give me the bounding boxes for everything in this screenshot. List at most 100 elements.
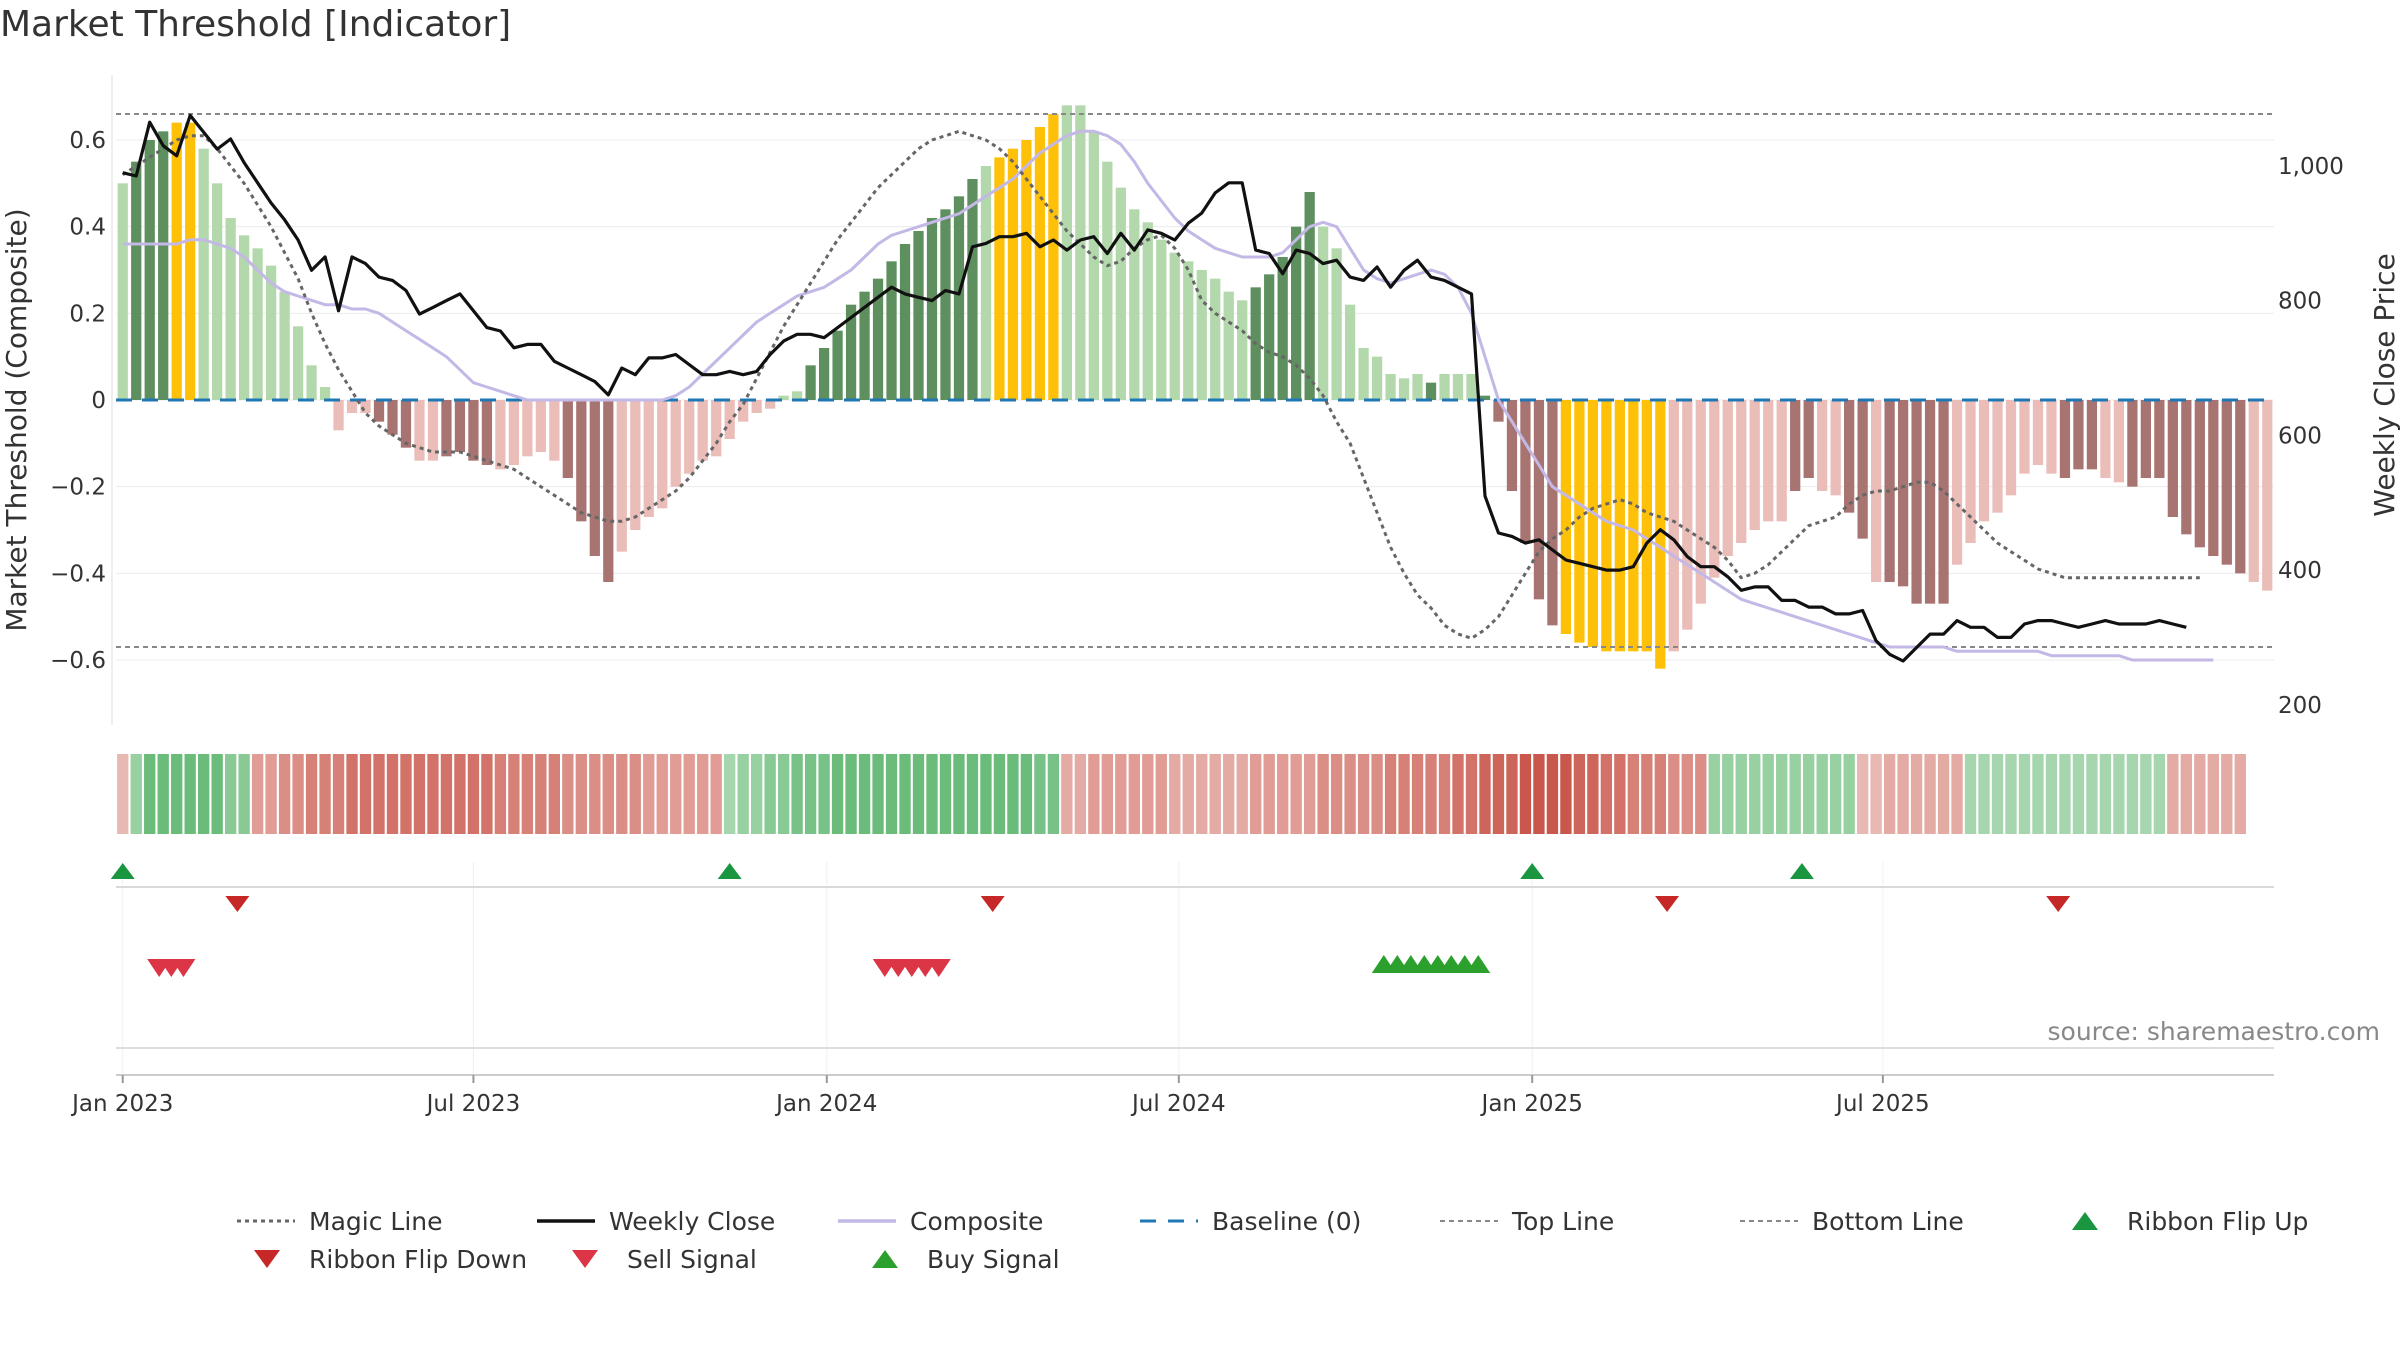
legend-item: Magic Line <box>237 1207 443 1236</box>
ribbon-cell <box>1519 754 1532 834</box>
histogram-bar <box>2235 400 2246 574</box>
legend-item: Composite <box>838 1207 1043 1236</box>
ribbon-cell <box>966 754 979 834</box>
histogram-bar <box>994 157 1005 400</box>
histogram-bar <box>1803 400 1814 478</box>
ribbon-cell <box>2140 754 2152 834</box>
ribbon-cell <box>198 754 210 834</box>
histogram-bar <box>791 391 803 400</box>
histogram-bar <box>1506 400 1518 491</box>
histogram-bar <box>2127 400 2138 487</box>
right-tick-label: 1,000 <box>2278 154 2344 180</box>
left-tick-label: −0.2 <box>50 475 106 501</box>
histogram-bar <box>319 387 331 400</box>
ribbon-cell <box>359 754 372 834</box>
histogram-bar <box>2248 400 2259 582</box>
histogram-bar <box>387 400 398 435</box>
ribbon-cell <box>1330 754 1343 834</box>
ribbon-cell <box>1964 754 1977 834</box>
ribbon-cell <box>386 754 399 834</box>
ribbon-flip-up-marker <box>1789 863 1814 879</box>
histogram-bar <box>562 400 573 478</box>
ribbon-cell <box>2032 754 2044 834</box>
source-label: source: sharemaestro.com <box>2048 1017 2381 1046</box>
histogram-bar <box>1790 400 1801 491</box>
histogram-bar <box>832 330 843 400</box>
histogram-bar <box>306 365 317 400</box>
ribbon-flip-up-marker <box>110 863 135 879</box>
ribbon-cell <box>171 754 183 834</box>
ribbon-cell <box>683 754 695 834</box>
histogram-bar <box>616 400 627 552</box>
histogram-bar <box>1115 187 1126 400</box>
ribbon-cell <box>1856 754 1869 834</box>
ribbon-cell <box>831 754 844 834</box>
ribbon-cell <box>1560 754 1572 834</box>
histogram-bar <box>1870 400 1882 582</box>
ribbon-cell <box>1317 754 1329 834</box>
ribbon-cell <box>899 754 911 834</box>
ribbon-cell <box>2221 754 2233 834</box>
histogram-bar <box>2181 400 2192 535</box>
right-tick-label: 200 <box>2278 693 2322 719</box>
ribbon-cell <box>1223 754 1235 834</box>
ribbon-cell <box>319 754 331 834</box>
ribbon-cell <box>777 754 790 834</box>
ribbon-cell <box>1452 754 1464 834</box>
ribbon-cell <box>2072 754 2085 834</box>
histogram-bar <box>1034 127 1046 400</box>
chart-title: Market Threshold [Indicator] <box>0 4 512 45</box>
ribbon-cell <box>1668 754 1680 834</box>
legend-symbol <box>572 1250 598 1268</box>
ribbon-flip-up-marker <box>717 863 742 879</box>
ribbon-cell <box>2113 754 2125 834</box>
legend-label: Ribbon Flip Down <box>309 1245 527 1274</box>
histogram-bar <box>697 400 708 461</box>
histogram-bar <box>1547 400 1558 626</box>
ribbon-cell <box>1425 754 1437 834</box>
histogram-bar <box>2032 400 2044 465</box>
ribbon-cell <box>2059 754 2071 834</box>
left-tick-label: 0 <box>91 388 106 414</box>
histogram-bar <box>1102 161 1113 400</box>
ribbon-flip-panel <box>110 862 2274 1075</box>
histogram-bar <box>1385 374 1396 400</box>
histogram-bar <box>2221 400 2232 565</box>
ribbon-cell <box>211 754 223 834</box>
histogram-bar <box>292 326 304 400</box>
histogram-bar <box>1520 400 1531 543</box>
ribbon-cell <box>157 754 169 834</box>
histogram-bar <box>481 400 493 465</box>
x-tick-label: Jan 2024 <box>774 1091 877 1117</box>
ribbon-cell <box>980 754 992 834</box>
histogram-bar <box>225 218 236 400</box>
ribbon-cell <box>1681 754 1693 834</box>
ribbon-cell <box>1870 754 1882 834</box>
ribbon-cell <box>427 754 439 834</box>
legend-label: Magic Line <box>309 1207 443 1236</box>
ribbon-cell <box>1182 754 1194 834</box>
histogram-bar <box>1924 400 1936 604</box>
ribbon-cell <box>670 754 682 834</box>
histogram-bar <box>967 179 978 400</box>
histogram-bar <box>158 131 169 401</box>
ribbon-cell <box>2194 754 2206 834</box>
ribbon-cell <box>508 754 520 834</box>
ribbon-cell <box>1978 754 1990 834</box>
histogram-bar <box>1425 382 1437 400</box>
histogram-bar <box>239 235 250 400</box>
ribbon-cell <box>629 754 641 834</box>
histogram-bar <box>265 265 277 400</box>
ribbon-cell <box>2086 754 2098 834</box>
ribbon-cell <box>589 754 601 834</box>
ribbon-cell <box>413 754 426 834</box>
histogram-bar <box>414 400 425 461</box>
ribbon-cell <box>440 754 453 834</box>
histogram-bar <box>1048 114 1059 400</box>
histogram-bar <box>1493 400 1504 422</box>
histogram-bar <box>886 261 897 400</box>
legend-label: Buy Signal <box>927 1245 1060 1274</box>
histogram-bar <box>2005 400 2017 496</box>
histogram-bar <box>1156 239 1167 400</box>
histogram-bar <box>711 400 722 457</box>
